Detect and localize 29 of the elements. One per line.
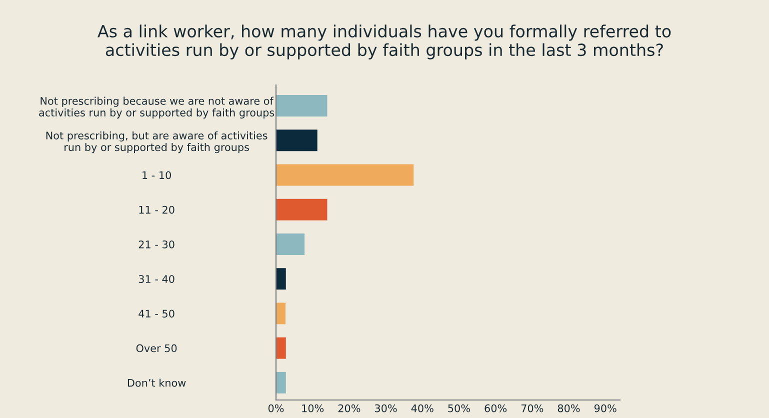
y-tick-label: Don’t know [128, 378, 186, 387]
bar [276, 337, 286, 359]
y-tick-label: 41 - 50 [138, 310, 174, 318]
x-tick-label: 70% [521, 404, 544, 412]
bar [276, 268, 286, 290]
bar [276, 302, 286, 324]
bar [276, 164, 414, 186]
y-tick-label: 31 - 40 [138, 275, 174, 283]
x-tick-label: 20% [338, 404, 360, 412]
bar [276, 198, 328, 220]
y-tick-label: 11 - 20 [139, 206, 174, 214]
y-tick-label: Over 50 [136, 344, 177, 352]
bar [276, 95, 328, 116]
x-tick-label: 50% [448, 404, 470, 412]
y-tick-label: Not prescribing, but are aware of activities run by or supported by faith groups [46, 131, 268, 154]
bar [276, 130, 318, 152]
x-tick-label: 40% [411, 404, 434, 412]
y-tick-label: Not prescribing because we are not aware of activities run by or supported by faith groups [39, 96, 274, 119]
x-tick-label: 10% [302, 404, 324, 412]
y-tick-label: 21 - 30 [138, 240, 174, 248]
bar [276, 372, 286, 394]
x-tick-label: 30% [375, 404, 397, 412]
bar [276, 234, 305, 255]
x-tick-label: 80% [558, 404, 580, 412]
x-tick-label: 90% [594, 404, 616, 412]
chart-title: As a link worker, how many individuals have you formally referred to activities run by or supported by faith groups in the last 3 months? [98, 24, 671, 60]
x-tick-label: 60% [484, 404, 507, 412]
y-tick-label: 1 - 10 [142, 171, 171, 180]
x-tick-label: 0% [268, 404, 284, 412]
